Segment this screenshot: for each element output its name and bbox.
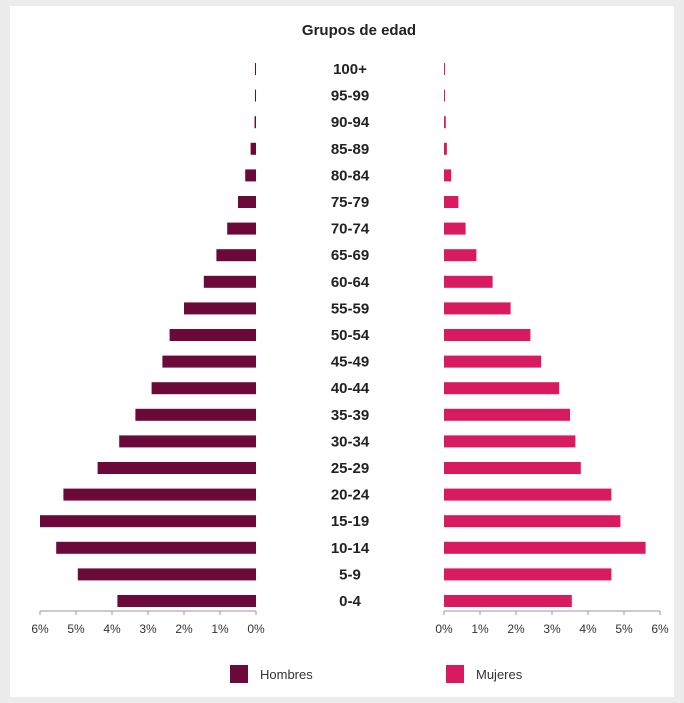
bar-mujeres-0-4 <box>444 595 572 607</box>
bar-mujeres-70-74 <box>444 222 466 235</box>
hombres-tick-label: 1% <box>211 622 229 636</box>
age-label-5-9: 5-9 <box>339 566 361 583</box>
bar-mujeres-5-9 <box>444 568 612 581</box>
bar-mujeres-90-94 <box>444 116 446 129</box>
legend-label-mujeres: Mujeres <box>476 667 523 682</box>
bar-mujeres-95-99 <box>444 89 445 102</box>
age-label-50-54: 50-54 <box>331 327 370 344</box>
age-label-65-69: 65-69 <box>331 247 369 264</box>
bar-hombres-95-99 <box>255 89 256 102</box>
age-label-55-59: 55-59 <box>331 300 369 317</box>
mujeres-bars <box>444 63 646 607</box>
hombres-x-axis: 6% 5% 4% 3% 2% 1% 0% <box>31 610 265 636</box>
bar-mujeres-60-64 <box>444 275 493 288</box>
age-label-0-4: 0-4 <box>339 593 361 610</box>
mujeres-tick-label: 5% <box>615 622 633 636</box>
bar-hombres-15-19 <box>40 515 256 528</box>
mujeres-tick-label: 1% <box>471 622 489 636</box>
bar-hombres-20-24 <box>63 488 257 501</box>
legend-swatch-hombres <box>230 665 248 683</box>
bar-mujeres-45-49 <box>444 355 542 368</box>
bar-hombres-40-44 <box>151 382 256 395</box>
mujeres-tick-label: 2% <box>507 622 525 636</box>
bar-hombres-85-89 <box>250 142 256 155</box>
bar-mujeres-10-14 <box>444 541 646 554</box>
bar-mujeres-40-44 <box>444 382 560 395</box>
bar-hombres-0-4 <box>117 595 257 607</box>
bar-hombres-70-74 <box>227 222 256 235</box>
bar-hombres-65-69 <box>216 249 256 262</box>
bar-hombres-90-94 <box>254 116 256 129</box>
hombres-tick-label: 5% <box>67 622 85 636</box>
legend-swatch-mujeres <box>446 665 464 683</box>
mujeres-tick-label: 3% <box>543 622 561 636</box>
mujeres-tick-label: 4% <box>579 622 597 636</box>
bar-hombres-5-9 <box>77 568 256 581</box>
bar-hombres-100+ <box>255 63 256 75</box>
age-label-75-79: 75-79 <box>331 194 369 211</box>
age-label-35-39: 35-39 <box>331 407 369 424</box>
bar-mujeres-30-34 <box>444 435 576 448</box>
bar-mujeres-50-54 <box>444 329 531 341</box>
bar-hombres-80-84 <box>245 169 256 182</box>
mujeres-tick-label: 6% <box>651 622 669 636</box>
hombres-tick-label: 4% <box>103 622 121 636</box>
bar-mujeres-85-89 <box>444 142 447 155</box>
bar-mujeres-55-59 <box>444 302 511 315</box>
bar-mujeres-100+ <box>444 63 445 75</box>
bar-mujeres-15-19 <box>444 515 621 528</box>
mujeres-x-axis: 0% 1% 2% 3% 4% 5% 6% <box>435 610 669 636</box>
age-label-100+: 100+ <box>333 61 367 78</box>
bar-hombres-45-49 <box>162 355 256 368</box>
hombres-tick-label: 6% <box>31 622 49 636</box>
bar-mujeres-80-84 <box>444 169 452 182</box>
age-label-10-14: 10-14 <box>331 540 370 557</box>
age-label-25-29: 25-29 <box>331 460 369 477</box>
age-label-45-49: 45-49 <box>331 354 369 371</box>
bar-mujeres-65-69 <box>444 249 477 262</box>
legend-label-hombres: Hombres <box>260 667 313 682</box>
age-label-40-44: 40-44 <box>331 380 370 397</box>
population-pyramid-chart: Grupos de edad 100+ 95-99 90-94 85-89 80-84 7… <box>31 22 669 683</box>
bar-hombres-60-64 <box>203 275 256 288</box>
mujeres-tick-label: 0% <box>435 622 453 636</box>
bar-hombres-75-79 <box>238 196 256 208</box>
bar-mujeres-75-79 <box>444 196 459 208</box>
bar-hombres-50-54 <box>169 329 256 341</box>
hombres-tick-label: 3% <box>139 622 157 636</box>
bar-hombres-25-29 <box>97 462 256 474</box>
bar-hombres-35-39 <box>135 408 256 421</box>
age-group-labels: 100+ 95-99 90-94 85-89 80-84 75-79 70-74 65-69 6… <box>331 61 370 610</box>
age-label-95-99: 95-99 <box>331 88 369 105</box>
age-label-70-74: 70-74 <box>331 221 370 238</box>
age-label-15-19: 15-19 <box>331 513 369 530</box>
bar-mujeres-25-29 <box>444 462 581 474</box>
bar-hombres-30-34 <box>119 435 256 448</box>
chart-card: Grupos de edad 100+ 95-99 90-94 85-89 80-84 7… <box>10 6 674 697</box>
age-label-90-94: 90-94 <box>331 114 370 131</box>
age-label-30-34: 30-34 <box>331 433 370 450</box>
hombres-tick-label: 0% <box>247 622 265 636</box>
bar-hombres-10-14 <box>56 541 257 554</box>
bar-mujeres-20-24 <box>444 488 612 501</box>
legend: Hombres Mujeres <box>230 665 523 683</box>
bar-mujeres-35-39 <box>444 408 570 421</box>
hombres-bars <box>40 63 257 607</box>
age-label-80-84: 80-84 <box>331 167 370 184</box>
hombres-tick-label: 2% <box>175 622 193 636</box>
age-label-60-64: 60-64 <box>331 274 370 291</box>
age-label-20-24: 20-24 <box>331 487 370 504</box>
age-label-85-89: 85-89 <box>331 141 369 158</box>
chart-title: Grupos de edad <box>302 22 416 39</box>
bar-hombres-55-59 <box>184 302 256 315</box>
